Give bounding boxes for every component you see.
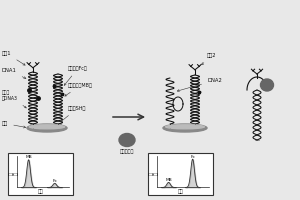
Text: Fc: Fc: [190, 155, 195, 159]
Text: 巯基（SH）: 巯基（SH）: [61, 106, 86, 122]
Text: 电
流: 电 流: [9, 173, 18, 175]
Text: MB: MB: [165, 178, 172, 182]
Text: 电
流: 电 流: [149, 173, 158, 175]
Ellipse shape: [166, 125, 204, 129]
Text: 二茂铁（Fc）: 二茂铁（Fc）: [64, 66, 88, 85]
Text: 电势: 电势: [38, 190, 44, 194]
FancyBboxPatch shape: [8, 153, 73, 195]
Ellipse shape: [163, 124, 207, 132]
Text: 目标蛋白质: 目标蛋白质: [120, 149, 134, 154]
Text: 捕获探
针DNA3: 捕获探 针DNA3: [2, 90, 26, 108]
Text: 抗体2: 抗体2: [202, 53, 217, 65]
Ellipse shape: [119, 134, 135, 146]
Text: 电势: 电势: [178, 190, 183, 194]
FancyBboxPatch shape: [148, 153, 213, 195]
Text: MB: MB: [25, 155, 32, 159]
Text: 抗体1: 抗体1: [2, 51, 25, 65]
Ellipse shape: [29, 125, 64, 129]
Text: DNA2: DNA2: [177, 78, 222, 92]
Ellipse shape: [260, 79, 274, 91]
Text: DNA1: DNA1: [2, 68, 26, 79]
Text: 亚甲基蓝（MB）: 亚甲基蓝（MB）: [65, 83, 93, 96]
Ellipse shape: [27, 124, 67, 132]
Text: 电极: 电极: [2, 121, 26, 128]
Text: Fc: Fc: [52, 179, 57, 183]
